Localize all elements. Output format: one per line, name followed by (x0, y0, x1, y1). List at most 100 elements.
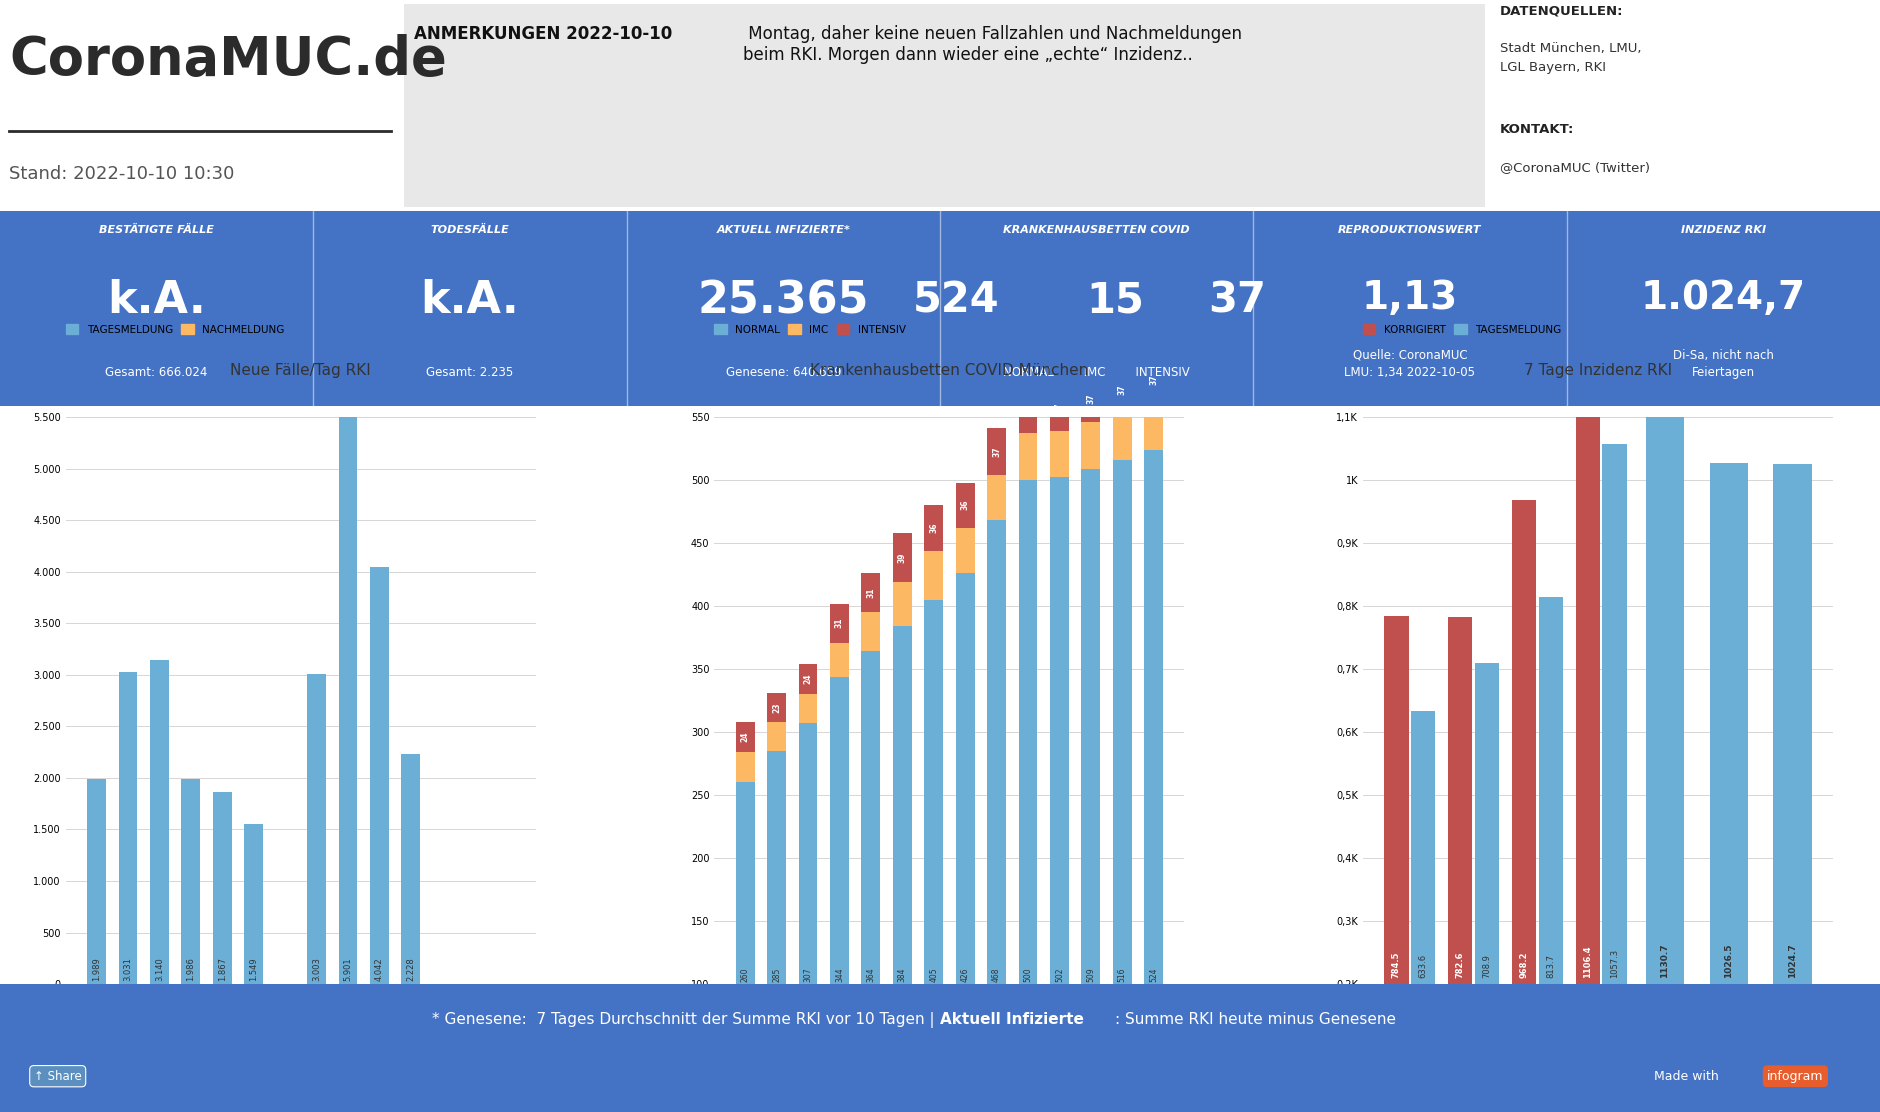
Text: 37: 37 (1055, 403, 1064, 413)
Text: BESTÄTIGTE FÄLLE: BESTÄTIGTE FÄLLE (100, 225, 214, 235)
Text: ↑ Share: ↑ Share (34, 1070, 81, 1083)
Text: k.A.: k.A. (107, 279, 207, 322)
Text: 500: 500 (1023, 967, 1032, 982)
Bar (925, 550, 944, 599)
Text: 1.024,7: 1.024,7 (1641, 279, 1807, 317)
Text: 307: 307 (803, 967, 812, 982)
Bar (955, 528, 974, 574)
Bar (987, 520, 1006, 1110)
Text: Made with: Made with (1654, 1070, 1718, 1083)
Text: 1130.7: 1130.7 (1660, 943, 1669, 977)
Text: 1.549: 1.549 (250, 957, 258, 981)
Text: Montag, daher keine neuen Fallzahlen und Nachmeldungen
beim RKI. Morgen dann wie: Montag, daher keine neuen Fallzahlen und… (743, 26, 1241, 64)
Title: 7 Tage Inzidenz RKI: 7 Tage Inzidenz RKI (1525, 364, 1671, 378)
Text: Stadt München, LMU,
LGL Bayern, RKI: Stadt München, LMU, LGL Bayern, RKI (1500, 42, 1641, 75)
Bar (829, 643, 850, 676)
Text: CoronaMUC.de: CoronaMUC.de (9, 33, 447, 86)
Text: k.A.: k.A. (421, 279, 519, 322)
Text: 3.003: 3.003 (312, 957, 321, 981)
Text: 708.9: 708.9 (1483, 954, 1491, 977)
Text: 39: 39 (899, 553, 906, 563)
Bar (1145, 449, 1164, 1110)
Bar (1412, 711, 1436, 1110)
Text: 1024.7: 1024.7 (1788, 943, 1797, 977)
Bar (799, 664, 818, 694)
Legend: KORRIGIERT, TAGESMELDUNG: KORRIGIERT, TAGESMELDUNG (1359, 320, 1566, 339)
Text: 344: 344 (835, 967, 844, 982)
Text: 31: 31 (835, 618, 844, 628)
Text: Gesamt: 666.024: Gesamt: 666.024 (105, 366, 209, 378)
Bar (1145, 404, 1164, 449)
Bar (1145, 357, 1164, 404)
Text: 37: 37 (1149, 375, 1158, 385)
Bar (1709, 464, 1748, 1110)
Title: Neue Fälle/Tag RKI: Neue Fälle/Tag RKI (231, 364, 370, 378)
Text: 15: 15 (1087, 279, 1145, 321)
Bar (767, 693, 786, 722)
Bar (767, 722, 786, 751)
Text: 36: 36 (929, 523, 938, 533)
Text: 1057.3: 1057.3 (1609, 949, 1619, 977)
Text: 384: 384 (899, 967, 906, 982)
Bar (987, 428, 1006, 475)
Text: 633.6: 633.6 (1419, 954, 1427, 977)
Bar (1773, 465, 1812, 1110)
Text: 813.7: 813.7 (1547, 954, 1555, 977)
Text: 1,13: 1,13 (1361, 279, 1459, 317)
Bar (893, 533, 912, 582)
Bar (1113, 460, 1132, 1110)
Bar (1049, 477, 1070, 1110)
Bar (244, 824, 263, 984)
Bar (1113, 367, 1132, 414)
Bar (955, 574, 974, 1110)
Bar (1602, 444, 1626, 1110)
Bar (1645, 398, 1684, 1110)
Text: 24: 24 (741, 732, 750, 743)
Bar (893, 582, 912, 626)
Text: @CoronaMUC (Twitter): @CoronaMUC (Twitter) (1500, 160, 1651, 173)
Text: KRANKENHAUSBETTEN COVID: KRANKENHAUSBETTEN COVID (1004, 225, 1190, 235)
Bar (1512, 500, 1536, 1110)
Text: 23: 23 (773, 703, 780, 713)
Bar (370, 567, 389, 984)
Text: 784.5: 784.5 (1391, 952, 1401, 977)
Text: 285: 285 (773, 967, 780, 982)
Bar (400, 754, 421, 984)
Text: Gesamt: 2.235: Gesamt: 2.235 (427, 366, 513, 378)
Text: 1026.5: 1026.5 (1724, 943, 1733, 977)
Bar (1081, 376, 1100, 423)
Text: 25.365: 25.365 (697, 279, 869, 322)
Bar (925, 505, 944, 550)
Text: 37: 37 (1209, 279, 1267, 321)
Text: TODESFÄLLE: TODESFÄLLE (431, 225, 509, 235)
Bar (1019, 434, 1038, 480)
Text: 405: 405 (929, 967, 938, 982)
Bar (180, 780, 201, 984)
Bar (1049, 430, 1070, 477)
Text: 3.140: 3.140 (154, 957, 164, 981)
Text: 426: 426 (961, 967, 970, 982)
Text: DATENQUELLEN:: DATENQUELLEN: (1500, 4, 1624, 17)
Text: 36: 36 (961, 500, 970, 510)
Bar (829, 676, 850, 1110)
Text: 364: 364 (867, 967, 876, 982)
Bar (1081, 468, 1100, 1110)
Legend: NORMAL, IMC, INTENSIV: NORMAL, IMC, INTENSIV (711, 320, 910, 339)
Text: 516: 516 (1119, 967, 1126, 982)
Text: 37: 37 (1023, 405, 1032, 416)
Text: 1.986: 1.986 (186, 957, 196, 981)
Text: KONTAKT:: KONTAKT: (1500, 122, 1575, 136)
Text: infogram: infogram (1767, 1070, 1824, 1083)
Text: 502: 502 (1055, 967, 1064, 982)
Bar (1113, 414, 1132, 460)
Bar (735, 783, 754, 1110)
Text: 3.031: 3.031 (124, 957, 132, 981)
Text: ANMERKUNGEN 2022-10-10: ANMERKUNGEN 2022-10-10 (414, 26, 671, 43)
Text: 968.2: 968.2 (1519, 952, 1528, 977)
Bar (150, 661, 169, 984)
Bar (893, 626, 912, 1110)
Text: 4.042: 4.042 (374, 957, 384, 981)
Bar (1019, 480, 1038, 1110)
Text: 782.6: 782.6 (1455, 952, 1465, 977)
Text: Aktuell Infizierte: Aktuell Infizierte (940, 1012, 1085, 1027)
